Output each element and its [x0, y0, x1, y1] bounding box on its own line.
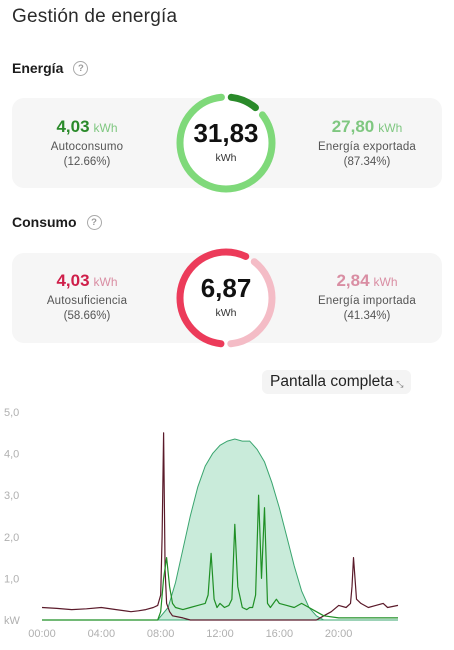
y-tick-label: 2,0	[4, 532, 19, 544]
consumption-ring-background	[180, 252, 272, 344]
series-line-2	[42, 494, 398, 621]
consumption-total-value: 6,87	[200, 273, 252, 303]
help-icon[interactable]: ?	[86, 214, 102, 230]
self-consumption-label: Autoconsumo	[50, 141, 124, 153]
consumption-section-title: Consumo	[12, 214, 77, 230]
y-tick-label: 1,0	[4, 573, 19, 585]
fullscreen-label: Pantalla completa	[270, 373, 394, 390]
consumption-section-header: Consumo ?	[12, 214, 102, 230]
energy-section-title: Energía	[12, 60, 64, 76]
help-icon[interactable]: ?	[73, 60, 89, 76]
fullscreen-button[interactable]: Pantalla completa ⤡	[262, 370, 412, 394]
consumption-total-unit: kWh	[215, 307, 237, 319]
self-consumption-value: 4,03	[56, 117, 90, 136]
energy-total: 31,83 kWh	[171, 118, 281, 164]
self-sufficiency-value: 4,03	[56, 271, 90, 290]
self-consumption-percent: (12.66%)	[63, 156, 111, 168]
x-tick-label: 08:00	[147, 628, 175, 640]
self-consumption-unit: kWh	[93, 121, 118, 135]
series-area-0	[42, 438, 398, 621]
self-sufficiency-percent: (58.66%)	[63, 310, 111, 322]
consumption-total: 6,87 kWh	[171, 273, 281, 319]
exported-energy-unit: kWh	[378, 121, 403, 135]
x-tick-label: 20:00	[325, 628, 353, 640]
exported-energy-value: 27,80	[331, 117, 375, 136]
self-consumption-stat: 4,03 kWh Autoconsumo (12.66%)	[22, 117, 152, 168]
y-tick-label: 3,0	[4, 490, 19, 502]
power-chart[interactable]: kW 1,0 2,0 3,0 4,0 5,0 00:00 04:00 08:00 12:00 16:…	[0, 398, 454, 650]
page-title: Gestión de energía	[12, 6, 178, 27]
exported-energy-label: Energía exportada	[317, 141, 417, 153]
energy-donut-chart	[176, 93, 276, 193]
imported-energy-label: Energía importada	[317, 295, 416, 307]
energy-total-value: 31,83	[193, 118, 259, 148]
y-tick-label: kW	[4, 615, 21, 627]
exported-energy-percent: (87.34%)	[343, 156, 391, 168]
imported-energy-unit: kWh	[373, 275, 398, 289]
exported-energy-arc	[176, 93, 276, 193]
energy-ring-background	[180, 97, 272, 189]
x-tick-label: 12:00	[206, 628, 234, 640]
x-tick-label: 16:00	[266, 628, 294, 640]
energy-section-header: Energía ?	[12, 60, 89, 76]
y-tick-label: 5,0	[4, 407, 19, 419]
self-sufficiency-arc	[176, 248, 276, 348]
imported-energy-percent: (41.34%)	[343, 310, 391, 322]
imported-energy-value: 2,84	[336, 271, 370, 290]
exported-energy-stat: 27,80 kWh Energía exportada (87.34%)	[302, 117, 432, 168]
imported-energy-stat: 2,84 kWh Energía importada (41.34%)	[302, 271, 432, 322]
imported-energy-arc	[176, 248, 276, 348]
y-tick-label: 4,0	[4, 449, 19, 461]
self-sufficiency-stat: 4,03 kWh Autosuficiencia (58.66%)	[22, 271, 152, 322]
consumption-donut-chart	[176, 248, 276, 348]
energy-total-unit: kWh	[215, 152, 237, 164]
x-tick-label: 00:00	[28, 628, 56, 640]
self-sufficiency-unit: kWh	[93, 275, 118, 289]
series-line-1	[41, 432, 399, 621]
self-sufficiency-label: Autosuficiencia	[46, 295, 128, 307]
expand-icon: ⤡	[396, 378, 404, 389]
x-tick-label: 04:00	[88, 628, 116, 640]
